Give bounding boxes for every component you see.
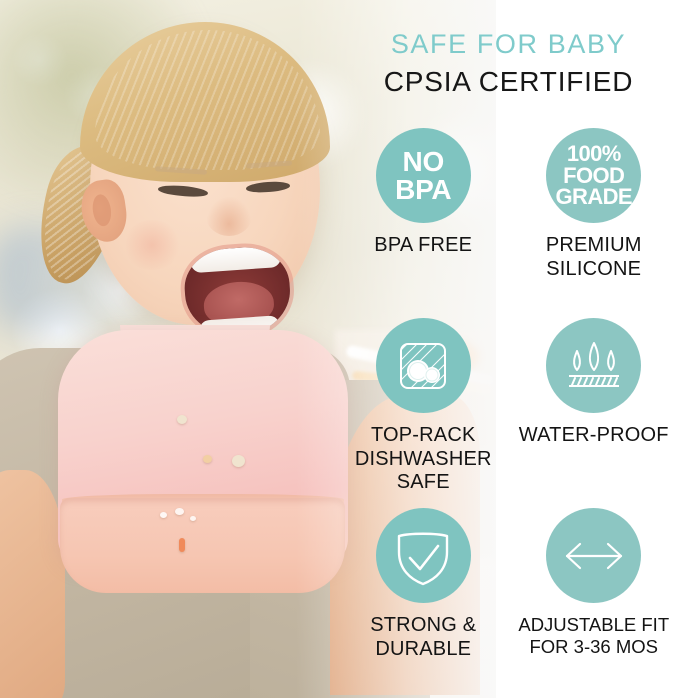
- food-grade-icon: 100% FOOD GRADE: [546, 128, 642, 223]
- feature-strong-durable: STRONG & DURABLE: [338, 508, 509, 698]
- food-crumb: [203, 455, 212, 463]
- page-title: CPSIA CERTIFIED: [383, 66, 634, 98]
- child-nose: [206, 196, 252, 236]
- dishwasher-icon: [375, 318, 471, 413]
- feature-caption: TOP-RACK DISHWASHER SAFE: [354, 424, 492, 494]
- feature-adjustable-fit: ADJUSTABLE FIT FOR 3-36 MOS: [509, 508, 679, 698]
- feature-bpa-free: NO BPA BPA FREE: [338, 128, 509, 318]
- feature-dishwasher-safe: TOP-RACK DISHWASHER SAFE: [338, 318, 509, 508]
- food-grade-line-2: FOOD: [563, 162, 625, 188]
- no-bpa-icon: NO BPA: [375, 128, 471, 223]
- feature-caption: WATER-PROOF: [518, 424, 669, 446]
- feature-water-proof: WATER-PROOF: [509, 318, 679, 508]
- child-arm-left: [0, 470, 65, 698]
- no-bpa-line-2: BPA: [395, 173, 452, 205]
- food-grade-line-1: 100%: [566, 141, 621, 167]
- feature-caption: STRONG & DURABLE: [370, 614, 477, 660]
- feature-caption: PREMIUM SILICONE: [545, 234, 642, 280]
- left-right-arrow-icon: [546, 508, 642, 603]
- food-crumb: [160, 512, 167, 518]
- food-crumb: [175, 508, 184, 515]
- shield-check-icon: [375, 508, 471, 603]
- feature-caption: ADJUSTABLE FIT FOR 3-36 MOS: [518, 614, 670, 657]
- feature-caption: BPA FREE: [374, 234, 473, 256]
- no-bpa-line-1: NO: [402, 146, 445, 178]
- eyebrow-heading: SAFE FOR BABY: [390, 29, 627, 59]
- food-crumb: [177, 415, 187, 424]
- feature-badge-grid: NO BPA BPA FREE 100% FOOD GRADE PREMIUM …: [338, 128, 679, 698]
- food-crumb: [190, 516, 196, 521]
- headings: SAFE FOR BABY CPSIA CERTIFIED: [338, 30, 679, 101]
- water-droplets-icon: [546, 318, 642, 413]
- child-cheek: [122, 220, 182, 270]
- food-crumb: [232, 455, 245, 467]
- food-grade-line-3: GRADE: [555, 184, 633, 210]
- feature-premium-silicone: 100% FOOD GRADE PREMIUM SILICONE: [509, 128, 679, 318]
- food-crumb: [179, 538, 185, 552]
